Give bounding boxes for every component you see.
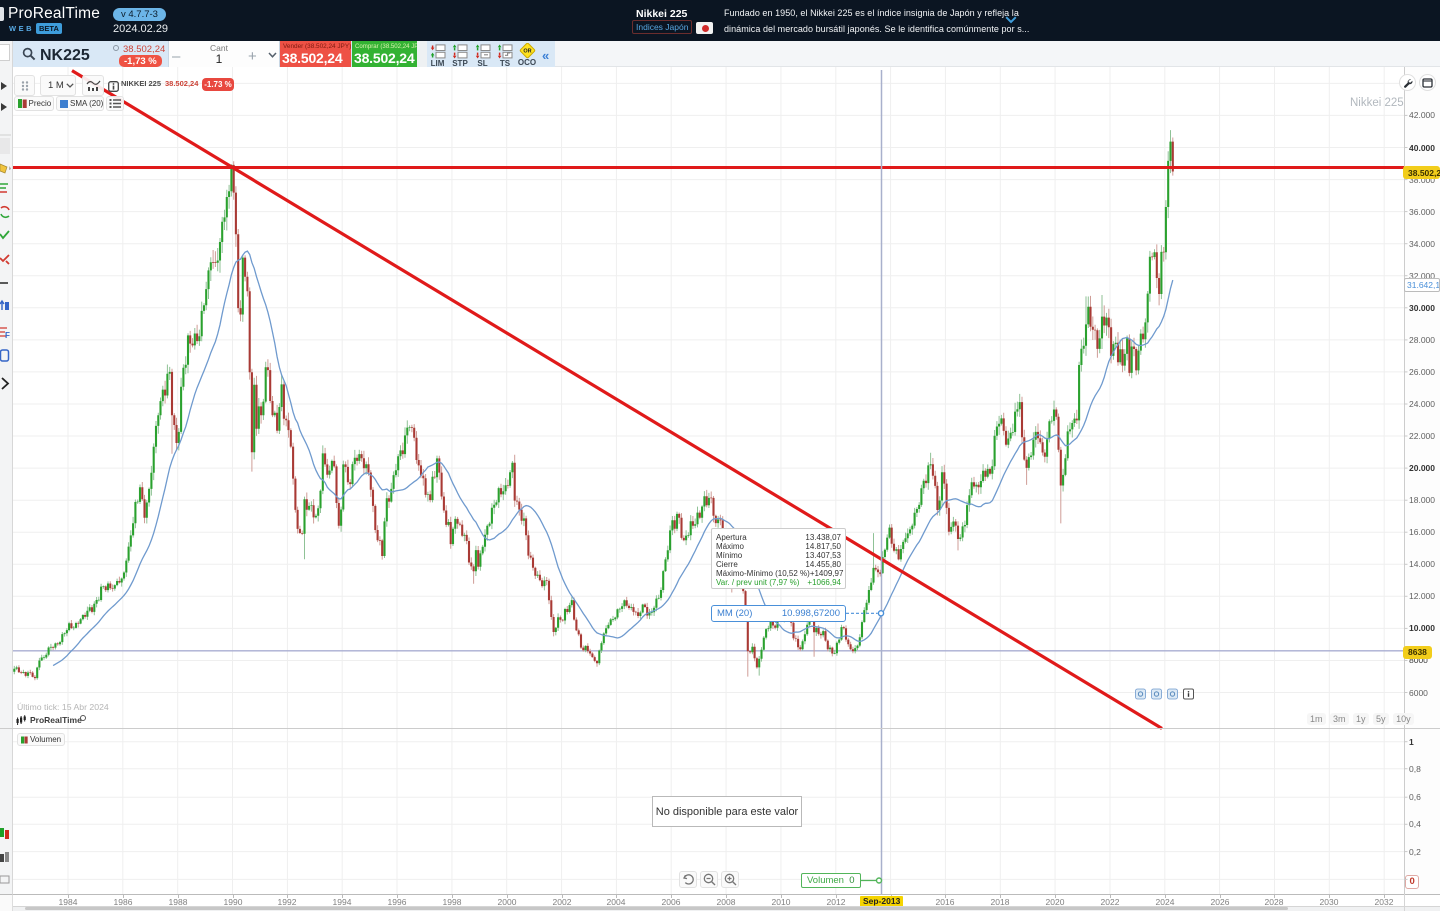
svg-text:OR: OR — [523, 49, 531, 55]
svg-text:F: F — [5, 331, 10, 340]
